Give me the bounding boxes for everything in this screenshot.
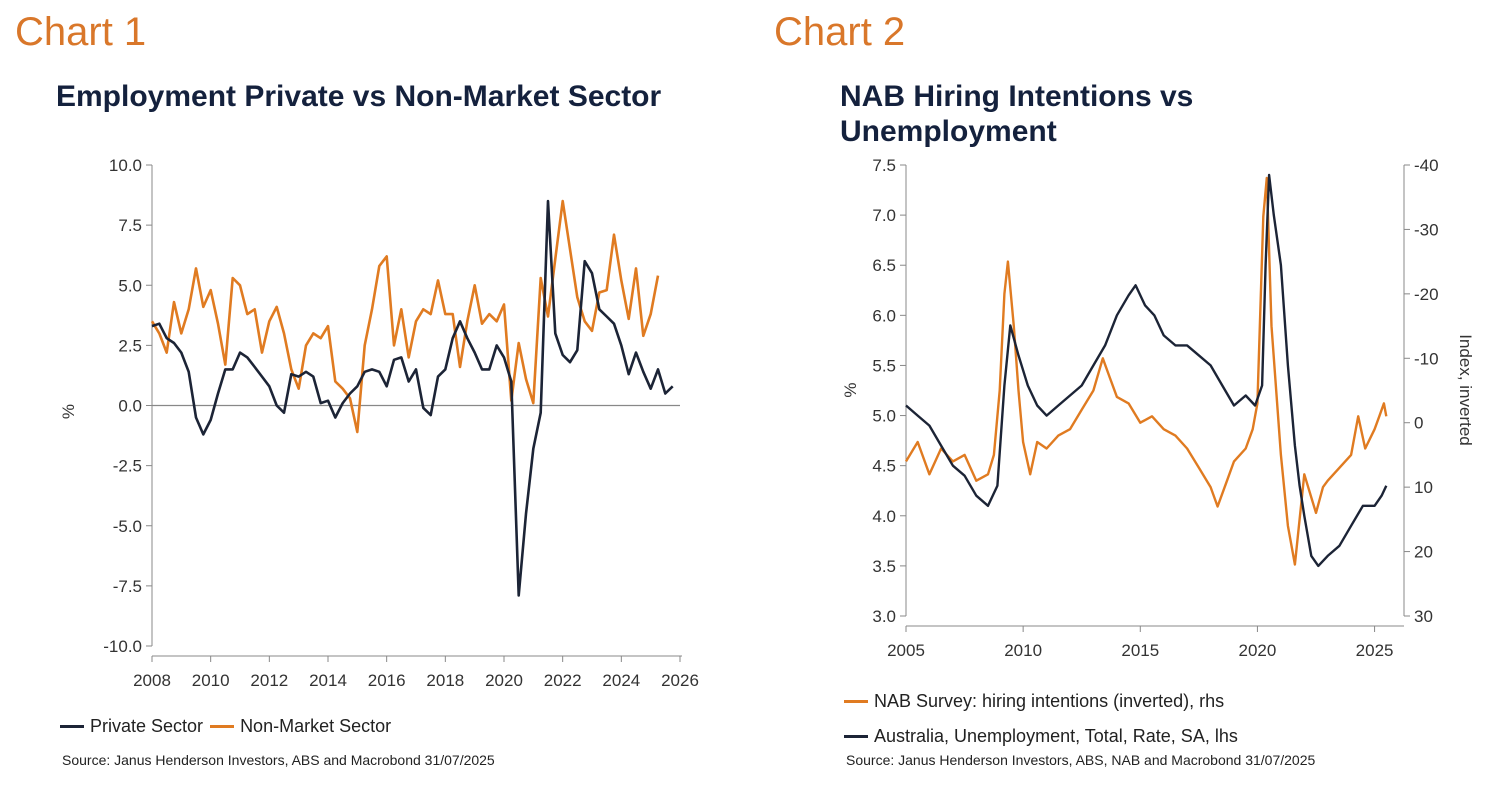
x-tick-label: 2018: [426, 671, 464, 690]
x-tick-label: 2012: [250, 671, 288, 690]
x-tick-label: 2015: [1121, 641, 1159, 660]
chart-2-panel: Chart 2 NAB Hiring Intentions vs Unemplo…: [760, 0, 1492, 800]
x-tick-label: 2010: [1004, 641, 1042, 660]
y-tick-label: 2.5: [118, 336, 142, 355]
y-tick-label: -5.0: [113, 517, 142, 536]
y-tick-label: 7.5: [118, 216, 142, 235]
chart-1-title: Employment Private vs Non-Market Sector: [56, 80, 662, 113]
series-line-private-sector: [151, 199, 674, 597]
x-tick-label: 2014: [309, 671, 347, 690]
y-right-tick-label: -20: [1414, 285, 1439, 304]
x-tick-label: 2008: [133, 671, 171, 690]
series-line-unemployment-rate: [905, 173, 1388, 568]
y-right-tick-label: -10: [1414, 349, 1439, 368]
chart-1-panel: Chart 1 Employment Private vs Non-Market…: [0, 0, 740, 800]
y-left-tick-label: 3.5: [872, 557, 896, 576]
y-left-tick-label: 4.0: [872, 507, 896, 526]
chart-2-title: NAB Hiring Intentions vs Unemployment: [840, 80, 1194, 148]
chart-2-legend: NAB Survey: hiring intentions (inverted)…: [844, 682, 1492, 752]
legend-label-nab: NAB Survey: hiring intentions (inverted)…: [874, 691, 1225, 711]
x-tick-label: 2005: [887, 641, 925, 660]
y-left-tick-label: 5.0: [872, 407, 896, 426]
x-tick-label: 2020: [1239, 641, 1277, 660]
legend-item-nab-survey: NAB Survey: hiring intentions (inverted)…: [844, 686, 1224, 717]
y-right-tick-label: 10: [1414, 478, 1433, 497]
legend-item-non-market-sector: Non-Market Sector: [210, 716, 391, 737]
legend-label-unemployment: Australia, Unemployment, Total, Rate, SA…: [874, 726, 1238, 746]
chart-1-svg: 10.0 7.5 5.0 2.5 0.0 -2.5 -5.0 -7.5 -10.0 2008 201…: [59, 156, 699, 690]
x-tick-label: 2026: [661, 671, 699, 690]
y-left-tick-label: 7.0: [872, 206, 896, 225]
legend-swatch-private: [60, 725, 84, 728]
x-tick-label: 2024: [602, 671, 640, 690]
legend-swatch-nab: [844, 700, 868, 703]
y-axis-left-label: %: [841, 382, 860, 397]
chart-2-label: Chart 2: [774, 10, 906, 54]
x-tick-label: 2016: [368, 671, 406, 690]
legend-swatch-non-market: [210, 725, 235, 728]
y-left-tick-label: 7.5: [872, 156, 896, 175]
y-axis-label: %: [59, 404, 78, 419]
y-left-tick-label: 3.0: [872, 607, 896, 626]
x-tick-label: 2025: [1356, 641, 1394, 660]
x-tick-label: 2020: [485, 671, 523, 690]
y-tick-label: 5.0: [118, 276, 142, 295]
y-tick-label: -10.0: [103, 637, 142, 656]
legend-swatch-unemployment: [844, 735, 868, 738]
chart-1-source: Source: Janus Henderson Investors, ABS a…: [62, 752, 495, 768]
y-right-tick-label: 20: [1414, 543, 1433, 562]
legend-item-unemployment: Australia, Unemployment, Total, Rate, SA…: [844, 721, 1238, 752]
y-right-tick-label: 30: [1414, 607, 1433, 626]
chart-1-label: Chart 1: [15, 10, 147, 54]
series-line-non-market-sector: [150, 199, 660, 434]
y-tick-label: 10.0: [109, 156, 142, 175]
legend-label-private: Private Sector: [90, 716, 204, 736]
y-left-tick-label: 6.5: [872, 256, 896, 275]
y-right-tick-label: -30: [1414, 220, 1439, 239]
legend-item-private-sector: Private Sector: [60, 716, 203, 737]
y-left-tick-label: 6.0: [872, 306, 896, 325]
y-tick-label: 0.0: [118, 397, 142, 416]
y-axis-right-label: Index, inverted: [1456, 334, 1475, 446]
y-left-tick-label: 5.5: [872, 356, 896, 375]
chart-2-source: Source: Janus Henderson Investors, ABS, …: [846, 752, 1316, 768]
chart-2-svg: 7.5 7.0 6.5 6.0 5.5 5.0 4.5 4.0 3.5 3.0 -40 -30 -20 -…: [841, 156, 1475, 660]
legend-label-non-market: Non-Market Sector: [240, 716, 392, 736]
series-line-nab-hiring-intentions: [904, 176, 1388, 566]
y-tick-label: -2.5: [113, 457, 142, 476]
x-tick-label: 2010: [192, 671, 230, 690]
x-tick-label: 2022: [544, 671, 582, 690]
chart-1-legend: Private Sector Non-Market Sector: [60, 712, 393, 737]
y-right-tick-label: 0: [1414, 414, 1423, 433]
y-tick-label: -7.5: [113, 577, 142, 596]
y-right-tick-label: -40: [1414, 156, 1439, 175]
y-left-tick-label: 4.5: [872, 457, 896, 476]
